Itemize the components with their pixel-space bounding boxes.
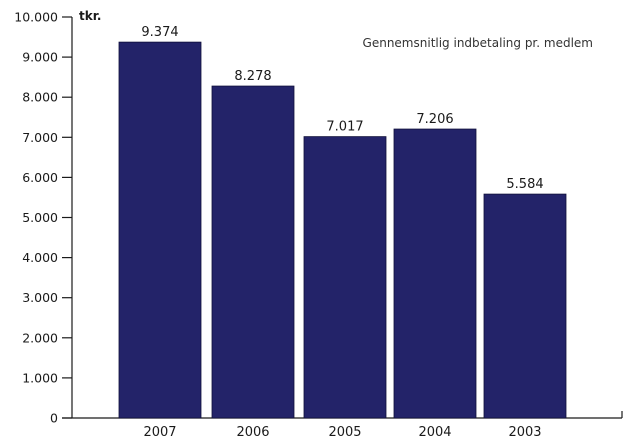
bar (483, 193, 567, 419)
bar (211, 85, 295, 419)
y-tick-label: 9.000 (22, 50, 58, 65)
chart-title: Gennemsnitlig indbetaling pr. medlem (363, 36, 593, 50)
x-tick-label: 2004 (418, 425, 451, 439)
y-tick-label: 0 (50, 411, 58, 426)
y-tick-label: 1.000 (22, 370, 58, 385)
bar-value-label: 8.278 (234, 69, 271, 84)
x-tick-label: 2005 (328, 425, 361, 439)
chart-bars (118, 41, 567, 419)
y-tick-label: 8.000 (22, 90, 58, 105)
y-tick-label: 10.000 (14, 10, 58, 25)
bar-value-label: 7.206 (416, 112, 453, 127)
y-tick-label: 2.000 (22, 330, 58, 345)
y-tick-label: 4.000 (22, 250, 58, 265)
y-tick-label: 3.000 (22, 290, 58, 305)
y-axis-unit-label: tkr. (79, 9, 101, 23)
x-tick-label: 2003 (508, 425, 541, 439)
bar-value-label: 9.374 (141, 25, 178, 40)
bar (303, 136, 387, 419)
y-tick-label: 7.000 (22, 130, 58, 145)
bar-value-label: 7.017 (326, 120, 363, 135)
x-tick-label: 2007 (143, 425, 176, 439)
y-tick-label: 5.000 (22, 210, 58, 225)
y-tick-label: 6.000 (22, 170, 58, 185)
bar-value-label: 5.584 (506, 177, 543, 192)
x-tick-label: 2006 (236, 425, 269, 439)
bar (393, 128, 477, 419)
bar (118, 41, 202, 419)
chart-labels: 0 1.000 2.000 3.000 4.000 5.000 6.000 7.000 8.00… (14, 10, 543, 439)
